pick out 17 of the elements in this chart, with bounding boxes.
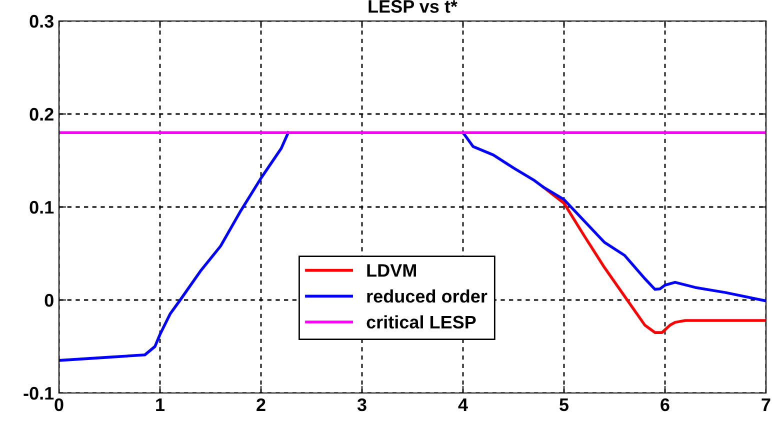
x-tick-label: 7 [762, 398, 770, 411]
x-tick-label: 3 [357, 398, 366, 412]
x-tick-label: 2 [256, 398, 266, 411]
legend-label: LDVM [367, 264, 416, 277]
y-tick-label: 0.1 [30, 200, 54, 214]
x-tick-label: 0 [54, 398, 64, 412]
x-tick-label: 1 [156, 398, 165, 411]
x-tick-label: 5 [560, 398, 569, 412]
y-tick-label: 0.2 [30, 108, 54, 121]
x-tick-label: 4 [458, 398, 468, 411]
y-tick-label: 0.3 [30, 14, 54, 28]
y-tick-label: -0.1 [24, 386, 54, 400]
chart-title: LESP vs t* [368, 0, 458, 13]
y-tick-label: 0 [44, 294, 54, 307]
x-tick-label: 6 [660, 398, 670, 412]
legend-label: critical LESP [366, 315, 476, 329]
legend-label: reduced order [367, 289, 488, 303]
